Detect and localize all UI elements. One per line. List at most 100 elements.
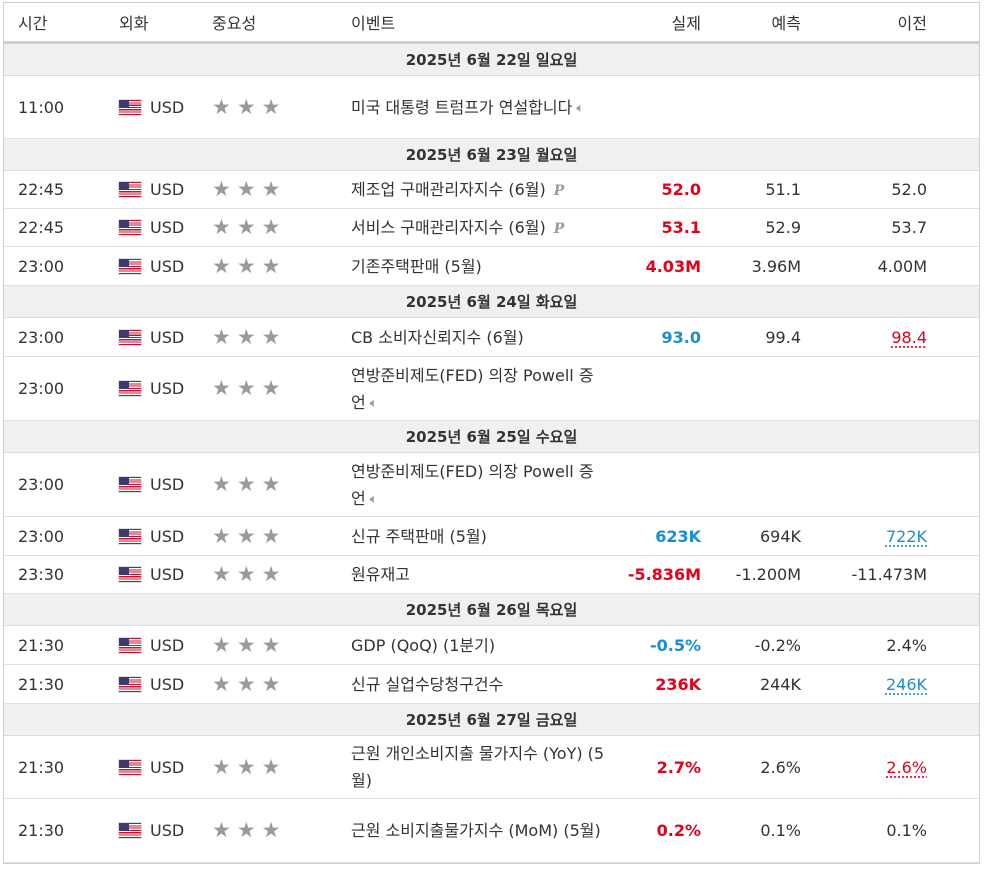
event-name[interactable]: 연방준비제도(FED) 의장 Powell 증언 🔈︎ [347, 362, 611, 416]
event-name[interactable]: 제조업 구매관리자지수 (6월) P [347, 176, 611, 203]
event-name[interactable]: 원유재고 [347, 561, 611, 588]
actual-value: -5.836M [627, 565, 701, 584]
event-time: 21:30 [18, 635, 65, 655]
star-icon: ★ [212, 818, 231, 842]
event-row[interactable]: 23:00 USD ★ ★ ★ 기존주택판매 (5월) 4.03M 3.96M 4.00M [4, 247, 979, 286]
event-row[interactable]: 22:45 USD ★ ★ ★ 제조업 구매관리자지수 (6월) P 52.0 51.1 52.0 [4, 171, 979, 209]
event-title[interactable]: 기존주택판매 (5월) [351, 256, 482, 276]
forecast-value: 52.9 [765, 218, 801, 237]
event-title[interactable]: 원유재고 [351, 565, 410, 584]
currency-code: USD [150, 379, 185, 398]
importance-stars: ★ ★ ★ [208, 255, 347, 277]
previous-value-text[interactable]: 722K [885, 526, 927, 546]
event-name[interactable]: 연방준비제도(FED) 의장 Powell 증언 🔈︎ [347, 458, 611, 512]
actual-value: 53.1 [661, 218, 701, 237]
event-name[interactable]: 근원 개인소비지출 물가지수 (YoY) (5월) [347, 740, 611, 794]
event-time: 22:45 [18, 218, 65, 237]
header-event[interactable]: 이벤트 [351, 14, 396, 33]
star-icon: ★ [261, 818, 281, 842]
star-icon: ★ [236, 215, 256, 239]
date-label: 2025년 6월 23일 월요일 [405, 146, 578, 164]
event-currency: USD [115, 821, 208, 840]
event-row[interactable]: 21:30 USD ★ ★ ★ 신규 실업수당청구건수 236K 244K 246K [4, 665, 979, 704]
event-name[interactable]: 미국 대통령 트럼프가 연설합니다 🔈︎ [347, 94, 611, 121]
header-time[interactable]: 시간 [18, 14, 48, 33]
event-name[interactable]: 근원 소비지출물가지수 (MoM) (5월) [347, 817, 611, 844]
event-row[interactable]: 23:00 USD ★ ★ ★ 연방준비제도(FED) 의장 Powell 증언 🔈︎ [4, 453, 979, 517]
event-name[interactable]: 기존주택판매 (5월) [347, 253, 611, 280]
star-icon: ★ [261, 754, 281, 779]
forecast-value: 3.96M [751, 256, 801, 276]
event-title[interactable]: 제조업 구매관리자지수 (6월) [351, 180, 546, 199]
star-icon: ★ [212, 472, 231, 496]
event-row[interactable]: 23:00 USD ★ ★ ★ 연방준비제도(FED) 의장 Powell 증언 🔈︎ [4, 357, 979, 421]
date-label: 2025년 6월 27일 금요일 [405, 711, 578, 729]
actual-value: 52.0 [661, 180, 701, 199]
event-time: 21:30 [18, 821, 65, 840]
header-actual[interactable]: 실제 [671, 14, 701, 33]
importance-stars: ★ ★ ★ [208, 523, 347, 548]
previous-value-text: 0.1% [886, 821, 927, 840]
event-name[interactable]: 신규 실업수당청구건수 [347, 671, 611, 698]
currency-code: USD [150, 674, 185, 694]
actual-value: 236K [655, 674, 701, 694]
currency-code: USD [150, 635, 185, 655]
us-flag-icon [119, 759, 141, 775]
event-title[interactable]: 서비스 구매관리자지수 (6월) [351, 218, 546, 237]
event-row[interactable]: 11:00 USD ★ ★ ★ 미국 대통령 트럼프가 연설합니다 🔈︎ [4, 76, 979, 139]
event-row[interactable]: 22:45 USD ★ ★ ★ 서비스 구매관리자지수 (6월) P 53.1 52.9 53.7 [4, 209, 979, 247]
event-time: 11:00 [18, 97, 65, 117]
event-currency: USD [115, 758, 208, 777]
actual-value: -0.5% [649, 635, 701, 655]
event-name[interactable]: GDP (QoQ) (1분기) [347, 632, 611, 659]
event-name[interactable]: CB 소비자신뢰지수 (6월) [347, 324, 611, 351]
header-currency[interactable]: 외화 [119, 14, 149, 33]
star-icon: ★ [212, 177, 231, 201]
event-title[interactable]: 신규 실업수당청구건수 [351, 674, 504, 694]
event-row[interactable]: 23:00 USD ★ ★ ★ 신규 주택판매 (5월) 623K 694K 722K [4, 517, 979, 556]
importance-stars: ★ ★ ★ [208, 378, 347, 399]
importance-stars: ★ ★ ★ [208, 754, 347, 779]
event-title[interactable]: 미국 대통령 트럼프가 연설합니다 [351, 97, 573, 117]
star-icon: ★ [261, 94, 281, 119]
event-title[interactable]: 근원 소비지출물가지수 (MoM) (5월) [351, 821, 601, 840]
forecast-value: 694K [759, 526, 801, 546]
forecast-value: 244K [759, 674, 801, 694]
star-icon: ★ [236, 376, 256, 400]
date-label: 2025년 6월 26일 목요일 [405, 601, 578, 619]
event-title[interactable]: GDP (QoQ) (1분기) [351, 635, 496, 655]
previous-value-text[interactable]: 246K [885, 674, 927, 694]
event-name[interactable]: 서비스 구매관리자지수 (6월) P [347, 214, 611, 241]
star-icon: ★ [236, 472, 256, 496]
star-icon: ★ [212, 671, 231, 696]
event-title[interactable]: 신규 주택판매 (5월) [351, 526, 487, 546]
star-icon: ★ [236, 632, 256, 657]
header-forecast[interactable]: 예측 [771, 14, 801, 33]
star-icon: ★ [236, 562, 256, 586]
forecast-value: 99.4 [765, 327, 801, 347]
event-row[interactable]: 23:30 USD ★ ★ ★ 원유재고 -5.836M -1.200M -11.473M [4, 556, 979, 594]
importance-stars: ★ ★ ★ [208, 820, 347, 841]
event-row[interactable]: 23:00 USD ★ ★ ★ CB 소비자신뢰지수 (6월) 93.0 99.4 98.4 [4, 318, 979, 357]
star-icon: ★ [236, 523, 256, 548]
event-name[interactable]: 신규 주택판매 (5월) [347, 523, 611, 550]
event-title[interactable]: 연방준비제도(FED) 의장 Powell 증언 [351, 365, 594, 412]
preliminary-icon: P [553, 182, 565, 199]
us-flag-icon [119, 823, 141, 838]
event-title[interactable]: CB 소비자신뢰지수 (6월) [351, 327, 524, 347]
event-row[interactable]: 21:30 USD ★ ★ ★ GDP (QoQ) (1분기) -0.5% -0.2% 2.4% [4, 626, 979, 665]
event-row[interactable]: 21:30 USD ★ ★ ★ 근원 개인소비지출 물가지수 (YoY) (5월) 2.7%… [4, 736, 979, 799]
previous-value-text[interactable]: 2.6% [886, 757, 927, 777]
us-flag-icon [119, 676, 141, 692]
previous-value-text[interactable]: 98.4 [891, 327, 927, 347]
star-icon: ★ [261, 472, 281, 496]
event-row[interactable]: 21:30 USD ★ ★ ★ 근원 소비지출물가지수 (MoM) (5월) 0.2% 0.1… [4, 799, 979, 863]
previous-value-text: 4.00M [877, 256, 927, 276]
event-title[interactable]: 근원 개인소비지출 물가지수 (YoY) (5월) [351, 744, 605, 790]
header-importance[interactable]: 중요성 [212, 14, 257, 33]
previous-value: 722K [801, 527, 927, 546]
event-title[interactable]: 연방준비제도(FED) 의장 Powell 증언 [351, 461, 594, 508]
header-previous[interactable]: 이전 [897, 14, 927, 33]
event-currency: USD [115, 636, 208, 655]
preliminary-icon: P [553, 220, 565, 237]
